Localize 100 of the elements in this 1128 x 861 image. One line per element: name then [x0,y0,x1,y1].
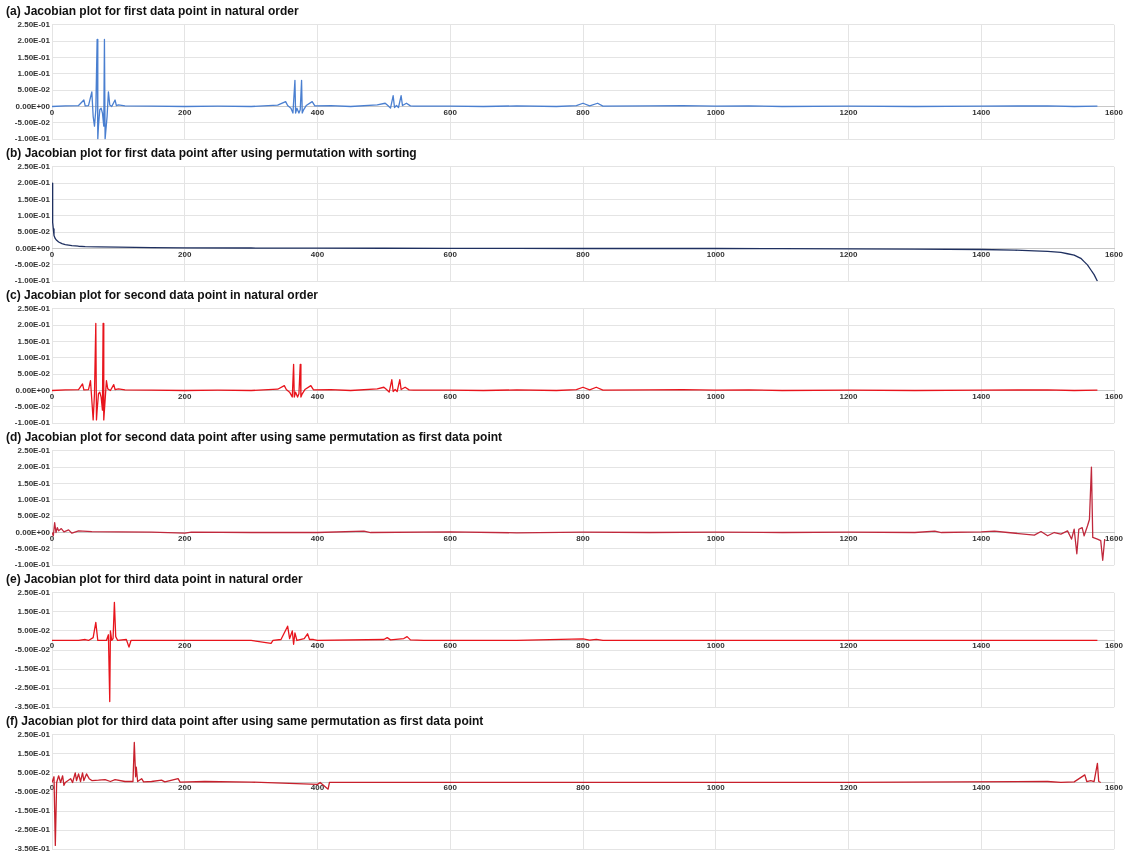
x-tick-label: 200 [178,533,192,543]
y-tick-label: -1.00E-01 [14,276,51,286]
x-tick-label: 1400 [972,641,991,651]
x-tick-label: 1400 [972,533,991,543]
x-tick-label: 1000 [706,107,726,117]
x-tick-label: 1200 [839,249,858,259]
x-tick-label: 600 [443,641,458,651]
y-tick-label: 2.50E-01 [17,20,51,29]
y-tick-label: 1.00E-01 [17,495,51,505]
x-tick-label: 200 [178,391,192,401]
y-tick-label: 2.50E-01 [17,304,51,313]
x-tick-label: 1000 [706,391,726,401]
y-tick-label: -1.50E-01 [14,664,51,674]
y-tick-label: 1.50E-01 [17,607,51,617]
y-tick-label: 5.00E-02 [17,768,51,778]
y-tick-label: 1.50E-01 [17,478,51,488]
x-tick-label: 800 [576,641,591,651]
y-tick-label: 1.50E-01 [17,749,51,759]
y-tick-label: 2.50E-01 [17,588,51,597]
x-tick-label: 800 [576,391,591,401]
x-tick-label: 0 [49,533,55,543]
y-tick-label: -1.00E-01 [14,418,51,428]
x-tick-label: 200 [178,783,192,793]
x-tick-label: 200 [178,107,192,117]
y-tick-label: 2.00E-01 [17,462,51,472]
x-tick-label: 1600 [1105,107,1124,117]
y-tick-label: -5.00E-02 [14,544,51,554]
x-tick-label: 1000 [706,783,726,793]
chart-title: (e) Jacobian plot for third data point in natural order [5,572,304,586]
x-tick-label: 400 [310,107,325,117]
x-tick-label: 600 [443,391,458,401]
x-tick-label: 1200 [839,391,858,401]
chart-title: (a) Jacobian plot for first data point in natural order [5,4,300,18]
y-tick-label: -5.00E-02 [14,118,51,128]
y-tick-label: 1.50E-01 [17,52,51,62]
x-tick-label: 1600 [1105,641,1124,651]
y-tick-label: 1.00E-01 [17,69,51,79]
x-tick-label: 400 [310,391,325,401]
x-tick-label: 1200 [839,641,858,651]
x-tick-label: 1600 [1105,249,1124,259]
y-tick-label: 1.00E-01 [17,353,51,363]
x-tick-label: 0 [49,249,55,259]
y-tick-label: -1.50E-01 [14,806,51,816]
x-tick-label: 1200 [839,107,858,117]
x-tick-label: 800 [576,783,591,793]
y-tick-label: 5.00E-02 [17,227,51,237]
x-tick-label: 200 [178,249,192,259]
y-tick-label: 5.00E-02 [17,511,51,521]
y-tick-label: 0.00E+00 [15,243,51,253]
chart-title: (f) Jacobian plot for third data point after using same permutation as first data point [5,714,485,728]
x-tick-label: 1600 [1105,533,1124,543]
y-tick-label: -5.00E-02 [14,260,51,270]
y-tick-label: -5.00E-02 [14,645,51,655]
y-tick-label: 5.00E-02 [17,369,51,379]
y-tick-label: 0.00E+00 [15,101,51,111]
x-tick-label: 200 [178,641,192,651]
x-tick-label: 1200 [839,533,858,543]
x-tick-label: 800 [576,533,591,543]
x-tick-label: 400 [310,783,325,793]
y-tick-label: 2.00E-01 [17,320,51,330]
chart-title: (d) Jacobian plot for second data point after using same permutation as first data point [5,430,504,444]
x-tick-label: 600 [443,107,458,117]
x-tick-label: 1400 [972,391,991,401]
x-tick-label: 400 [310,249,325,259]
x-tick-label: 1000 [706,249,726,259]
x-tick-label: 600 [443,783,458,793]
x-tick-label: 1000 [706,641,726,651]
x-tick-label: 0 [49,641,55,651]
x-tick-label: 1400 [972,783,991,793]
x-tick-label: 0 [49,107,55,117]
y-tick-label: 2.50E-01 [17,730,51,739]
y-tick-label: -3.50E-01 [14,844,51,854]
x-tick-label: 1400 [972,249,991,259]
x-tick-label: 1000 [706,533,726,543]
y-tick-label: -2.50E-01 [14,683,51,693]
y-tick-label: -1.00E-01 [14,560,51,570]
x-tick-label: 1600 [1105,391,1124,401]
y-tick-label: 1.50E-01 [17,194,51,204]
y-tick-label: 2.50E-01 [17,446,51,455]
chart-title: (c) Jacobian plot for second data point in natural order [5,288,320,302]
y-tick-label: -5.00E-02 [14,787,51,797]
x-tick-label: 0 [49,391,55,401]
x-tick-label: 600 [443,249,458,259]
x-tick-label: 1400 [972,107,991,117]
y-tick-label: 0.00E+00 [15,527,51,537]
y-tick-label: 5.00E-02 [17,85,51,95]
x-tick-label: 0 [49,783,55,793]
x-tick-label: 800 [576,107,591,117]
y-tick-label: 2.00E-01 [17,36,51,46]
x-tick-label: 600 [443,533,458,543]
y-tick-label: -3.50E-01 [14,702,51,712]
y-tick-label: 5.00E-02 [17,626,51,636]
y-tick-label: 1.50E-01 [17,336,51,346]
y-tick-label: -5.00E-02 [14,402,51,412]
chart-title: (b) Jacobian plot for first data point after using permutation with sorting [5,146,418,160]
y-tick-label: 2.50E-01 [17,162,51,171]
x-tick-label: 800 [576,249,591,259]
y-tick-label: 2.00E-01 [17,178,51,188]
y-tick-label: 0.00E+00 [15,385,51,395]
y-tick-label: 1.00E-01 [17,211,51,221]
